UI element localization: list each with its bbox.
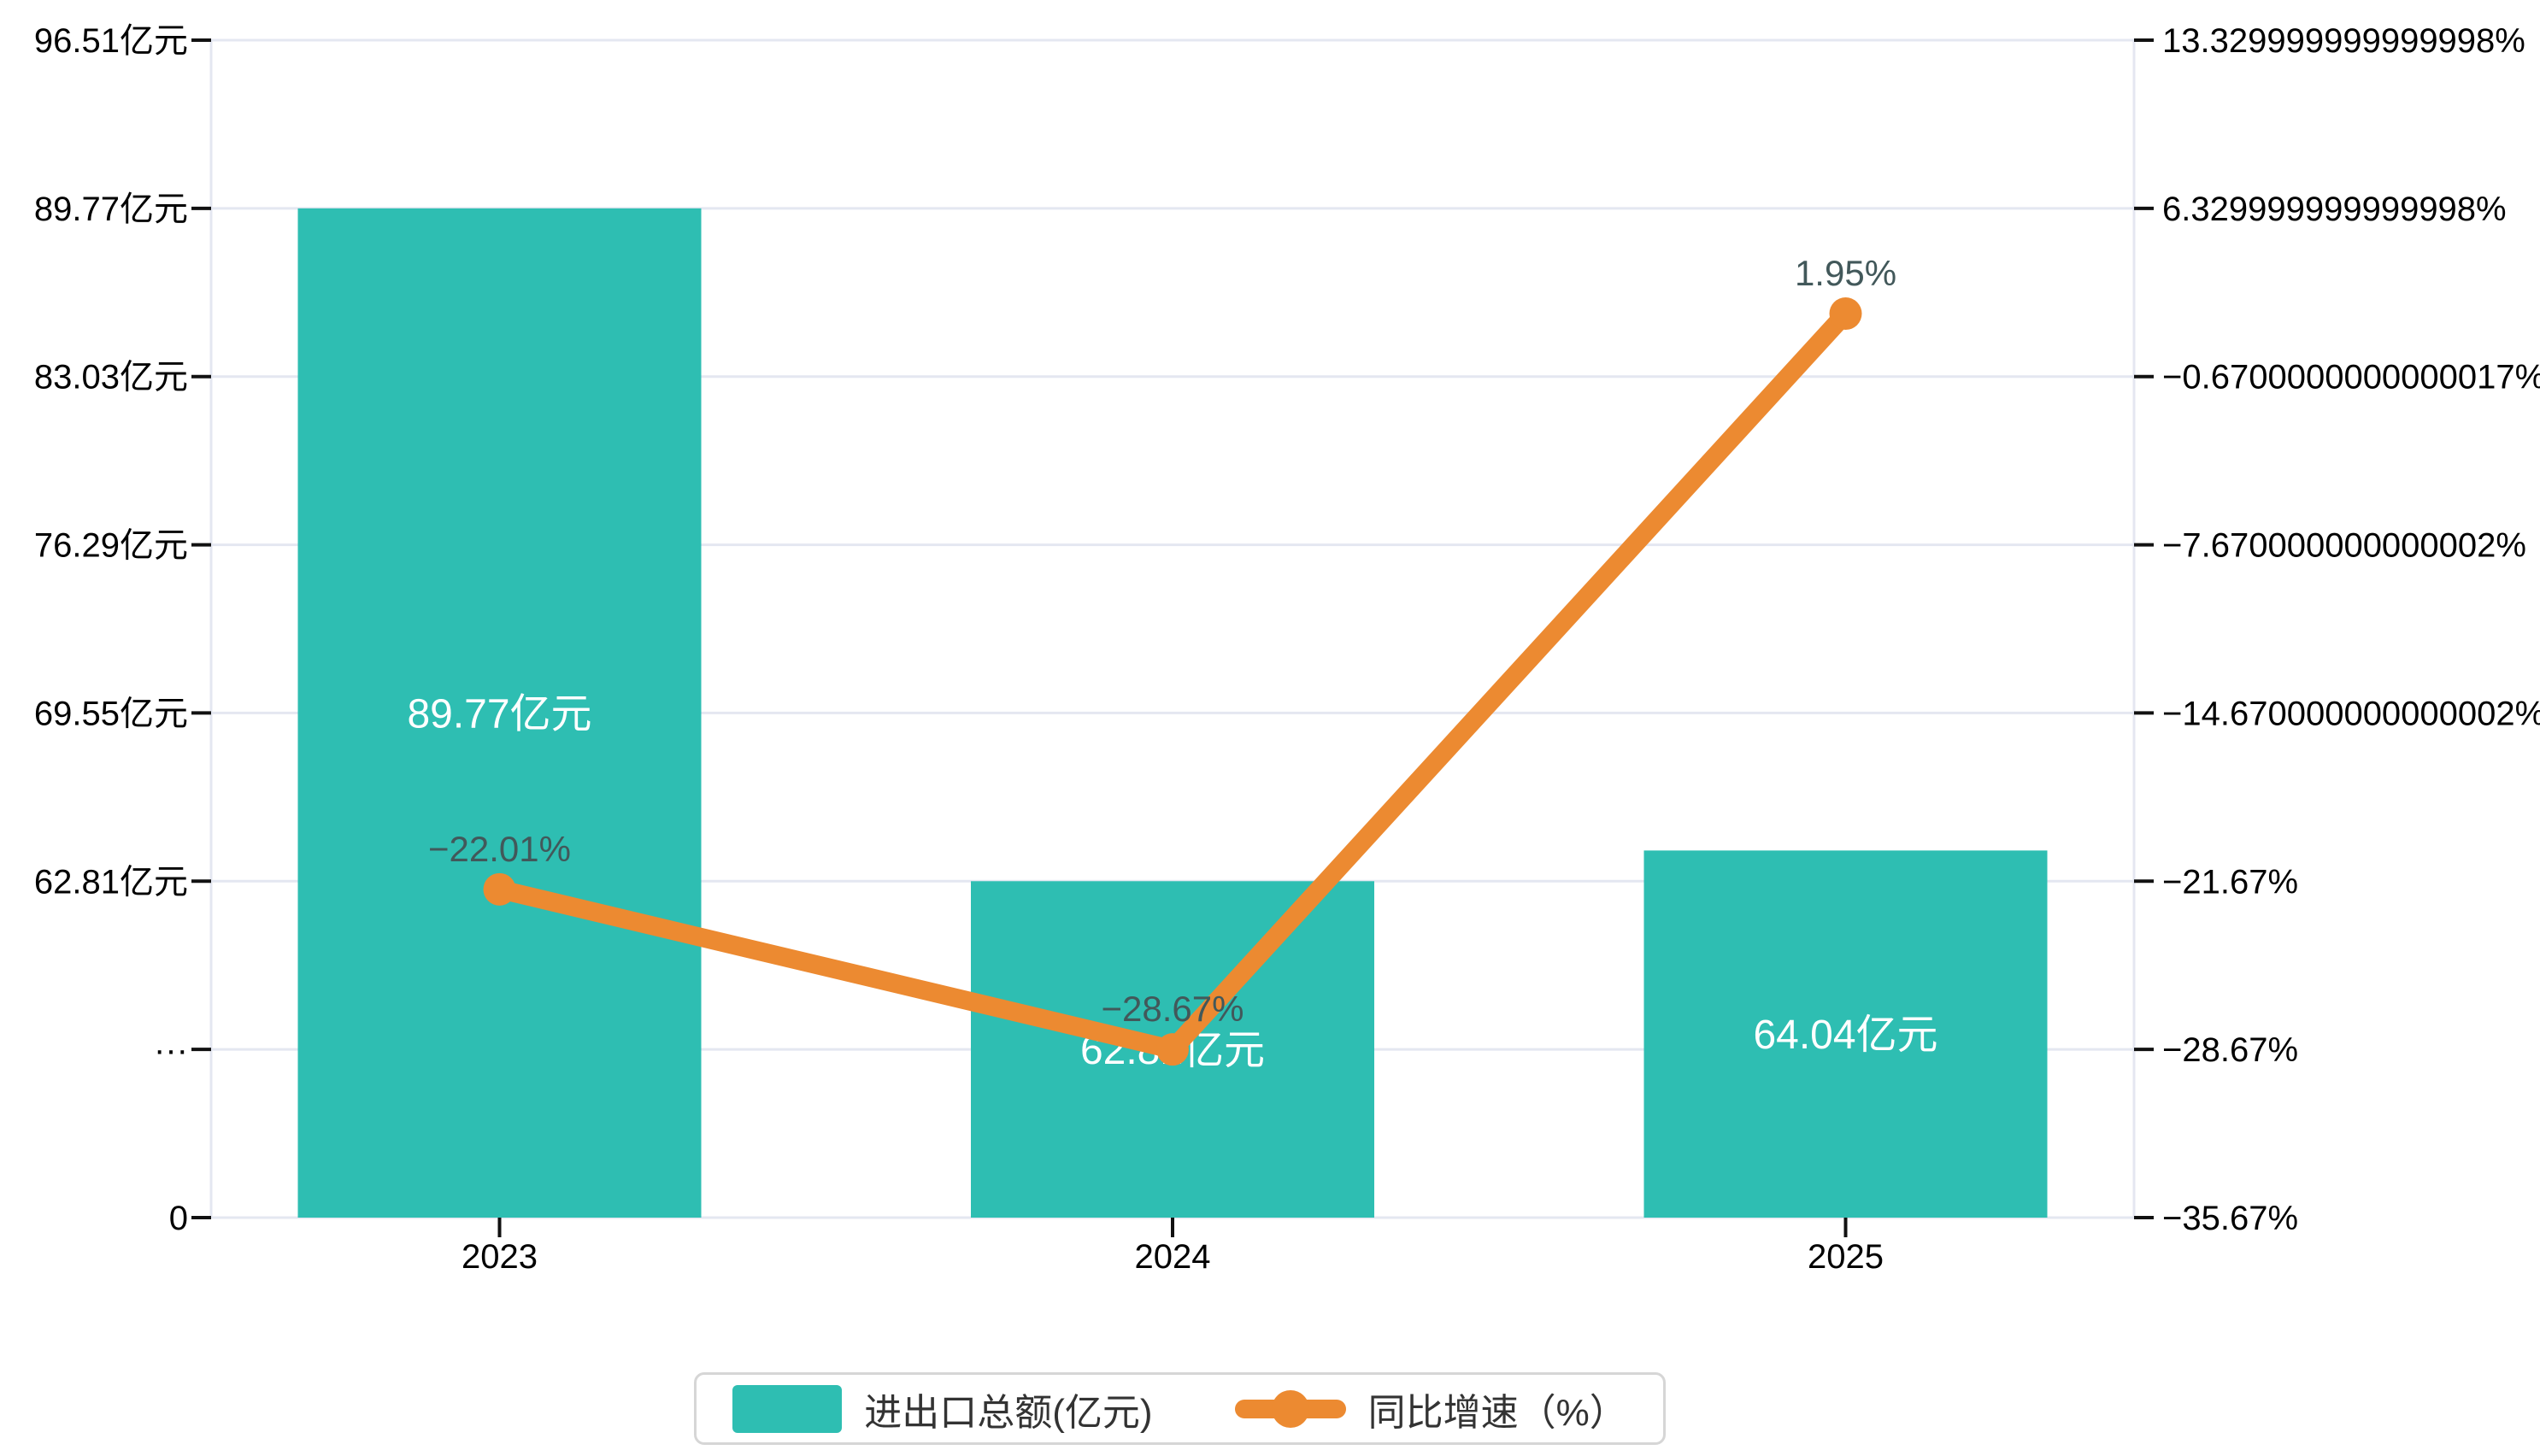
legend-item-bar-series[interactable]: 进出口总额(亿元) — [732, 1382, 1153, 1436]
line-point-label: 1.95% — [1795, 253, 1896, 293]
left-axis-tick-label: 0 — [169, 1200, 188, 1237]
line-swatch-dot-icon — [1271, 1389, 1309, 1428]
bar-2023[interactable] — [297, 208, 702, 1218]
x-axis-tick-label: 2023 — [462, 1238, 538, 1276]
legend-label-line-series: 同比增速（%） — [1367, 1391, 1627, 1434]
right-axis-tick-label: −21.67% — [2162, 863, 2298, 901]
line-point-2023[interactable] — [483, 872, 516, 906]
line-series-swatch — [1234, 1388, 1346, 1430]
right-axis-tick-label: 13.329999999999998% — [2162, 22, 2525, 60]
line-point-2024[interactable] — [1156, 1033, 1189, 1066]
right-axis-tick-label: −35.67% — [2162, 1200, 2298, 1237]
left-axis-tick-label: 89.77亿元 — [34, 191, 188, 228]
x-axis-tick-label: 2024 — [1135, 1238, 1211, 1276]
left-axis-tick-label: 83.03亿元 — [34, 359, 188, 396]
left-axis-tick-label: 96.51亿元 — [34, 22, 188, 60]
line-point-label: −22.01% — [428, 829, 571, 869]
left-axis-tick-label: 69.55亿元 — [34, 695, 188, 732]
left-axis-tick-label: 76.29亿元 — [34, 527, 188, 565]
line-point-label: −28.67% — [1102, 989, 1244, 1029]
left-axis-tick-label: ··· — [154, 1031, 188, 1069]
x-axis-tick-label: 2025 — [1808, 1238, 1884, 1276]
bar-2025[interactable] — [1643, 850, 2048, 1218]
line-point-2025[interactable] — [1829, 297, 1862, 331]
right-axis-tick-label: −14.670000000000002% — [2162, 695, 2540, 732]
chart-legend: 进出口总额(亿元) 同比增速（%） — [694, 1372, 1666, 1445]
bar-value-label: 89.77亿元 — [407, 691, 591, 737]
right-axis-tick-label: −7.670000000000002% — [2162, 527, 2526, 565]
bar-value-label: 64.04亿元 — [1753, 1013, 1937, 1058]
bar-series-swatch — [732, 1384, 843, 1433]
right-axis-tick-label: −0.6700000000000017% — [2162, 359, 2540, 396]
legend-label-bar-series: 进出口总额(亿元) — [864, 1391, 1153, 1434]
left-axis-tick-label: 62.81亿元 — [34, 863, 188, 901]
legend-item-line-series[interactable]: 同比增速（%） — [1234, 1382, 1627, 1436]
right-axis-tick-label: −28.67% — [2162, 1031, 2298, 1069]
right-axis-tick-label: 6.329999999999998% — [2162, 191, 2507, 228]
